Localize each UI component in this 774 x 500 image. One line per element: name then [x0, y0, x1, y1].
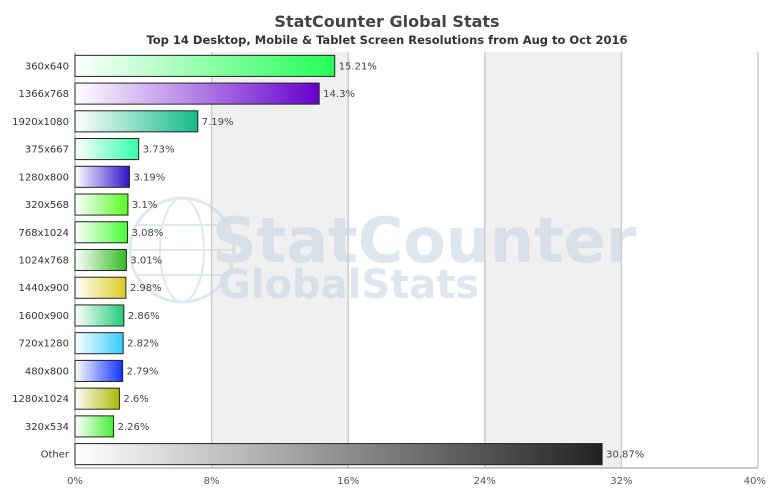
value-label: 7.19% — [202, 117, 234, 128]
category-label: 1280x800 — [19, 172, 69, 183]
grid-lines — [210, 52, 759, 468]
globe-icon — [128, 196, 236, 304]
value-label: 2.26% — [118, 422, 150, 433]
category-labels: 360x640 1366x768 1920x1080 375x667 1280x800 3… — [12, 61, 70, 460]
value-label: 30.87% — [606, 450, 644, 461]
x-tick-label: 16% — [337, 476, 359, 487]
category-label: 720x1280 — [19, 339, 69, 350]
x-tick-label: 40% — [744, 476, 766, 487]
bar-320x568[interactable] — [74, 193, 129, 216]
value-label: 3.19% — [133, 172, 165, 183]
category-label: 1440x900 — [19, 283, 69, 294]
category-label: 1920x1080 — [12, 117, 69, 128]
value-label: 3.08% — [132, 228, 164, 239]
bar-Other[interactable] — [74, 443, 603, 466]
chart-subtitle: Top 14 Desktop, Mobile & Tablet Screen R… — [146, 33, 628, 47]
value-label: 2.6% — [123, 394, 148, 405]
category-label: 1366x768 — [19, 89, 69, 100]
value-label: 15.21% — [339, 61, 377, 72]
x-tick-label: 0% — [67, 476, 83, 487]
x-tick-label: 8% — [204, 476, 220, 487]
category-label: 1600x900 — [19, 311, 69, 322]
watermark-line-1: StatCounter — [212, 204, 637, 277]
bars — [74, 54, 603, 466]
bar-480x800[interactable] — [74, 359, 124, 382]
bar-720x1280[interactable] — [74, 332, 124, 355]
x-tick-label: 32% — [610, 476, 632, 487]
bar-1600x900[interactable] — [74, 304, 125, 327]
bar-1366x768[interactable] — [74, 82, 320, 105]
value-label: 2.82% — [127, 339, 159, 350]
x-axis-ticks: 0% 8% 16% 24% 32% 40% — [67, 476, 766, 487]
category-label: 360x640 — [25, 61, 69, 72]
value-label: 3.01% — [130, 256, 162, 267]
bar-360x640[interactable] — [74, 54, 336, 77]
statcounter-watermark: StatCounter GlobalStats — [128, 196, 637, 308]
chart-title: StatCounter Global Stats — [274, 12, 500, 31]
category-label: 768x1024 — [19, 228, 69, 239]
value-label: 3.1% — [132, 200, 157, 211]
bar-375x667[interactable] — [74, 138, 140, 161]
category-label: 320x534 — [25, 422, 69, 433]
category-label: 1024x768 — [19, 256, 69, 267]
bar-1024x768[interactable] — [74, 248, 127, 272]
watermark-line-2: GlobalStats — [218, 262, 479, 308]
value-labels: 15.21% 14.3% 7.19% 3.73% 3.19% 3.1% 3.08% 3.01%… — [118, 61, 645, 460]
bar-1280x800[interactable] — [74, 165, 130, 188]
value-label: 2.86% — [128, 311, 160, 322]
value-label: 3.73% — [143, 145, 175, 156]
bar-1440x900[interactable] — [74, 276, 127, 299]
category-label: 375x667 — [25, 145, 69, 156]
value-label: 14.3% — [323, 89, 355, 100]
bar-1280x1024[interactable] — [74, 387, 120, 410]
category-label: 1280x1024 — [12, 394, 69, 405]
value-label: 2.79% — [127, 366, 159, 377]
grid-band — [484, 52, 622, 468]
value-label: 2.98% — [130, 283, 162, 294]
category-label: 480x800 — [25, 366, 69, 377]
bar-1920x1080[interactable] — [74, 110, 199, 133]
category-label: Other — [41, 450, 70, 461]
category-label: 320x568 — [25, 200, 69, 211]
bar-768x1024[interactable] — [74, 221, 129, 244]
bar-320x534[interactable] — [74, 415, 115, 438]
x-tick-label: 24% — [474, 476, 496, 487]
